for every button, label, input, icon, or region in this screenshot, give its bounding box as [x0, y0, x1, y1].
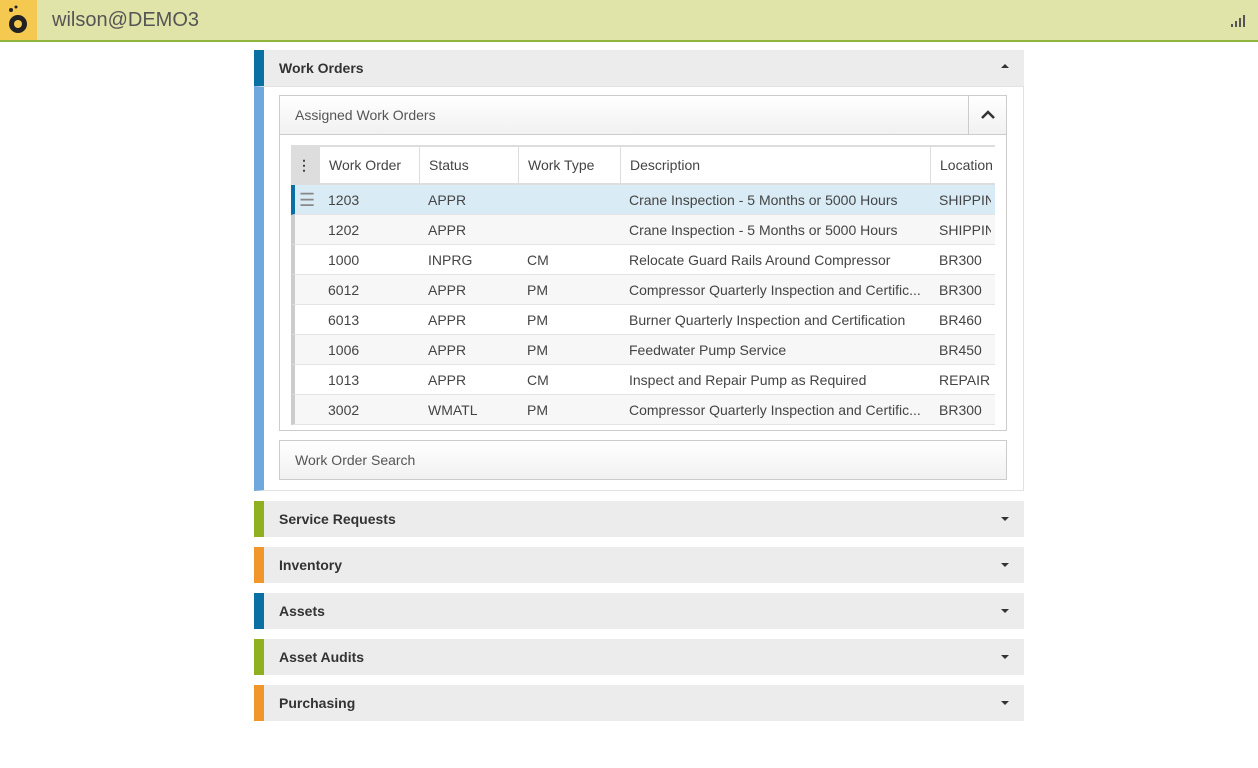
grid-cell: APPR [428, 342, 467, 358]
grid-cell: BR300 [939, 282, 982, 298]
grid-cell: 1006 [328, 342, 360, 358]
grid-cell: Crane Inspection - 5 Months or 5000 Hour… [629, 192, 898, 208]
column-header[interactable]: Status [419, 147, 518, 183]
grid-cell: 6012 [328, 282, 360, 298]
grid-row[interactable]: ☰ 1203 APPR Crane Inspection - 5 Months or … [291, 185, 995, 215]
row-handle: ☰ [299, 190, 316, 210]
grid-cell: Inspect and Repair Pump as Required [629, 372, 867, 388]
grid-cell: PM [527, 342, 548, 358]
section-title: Purchasing [279, 695, 356, 711]
grid-cell: 6013 [328, 312, 360, 328]
grid-cell: 1000 [328, 252, 360, 268]
grid-cell: Relocate Guard Rails Around Compressor [629, 252, 891, 268]
grid-cell: 1013 [328, 372, 360, 388]
grid-container [279, 134, 1007, 431]
grid-cell: Feedwater Pump Service [629, 342, 787, 358]
collapse-button[interactable] [968, 96, 1006, 134]
column-header[interactable]: Work Type [518, 147, 620, 183]
grid-row[interactable]: 6012 APPR PM Compressor Quarterly Inspectio… [291, 275, 995, 305]
section-title: Service Requests [279, 511, 396, 527]
section-header[interactable]: Asset Audits [254, 639, 1024, 675]
section-header[interactable]: Purchasing [254, 685, 1024, 721]
panel-header[interactable]: Work Order Search [279, 440, 1007, 480]
grid-cell: APPR [428, 372, 467, 388]
grid-row[interactable]: 1000 INPRG CM Relocate Guard Rails Around C… [291, 245, 995, 275]
grid-row[interactable]: 1202 APPR Crane Inspection - 5 Months or 5… [291, 215, 995, 245]
logo[interactable] [0, 0, 37, 40]
grid-cell: APPR [428, 282, 467, 298]
grid-cell: WMATL [428, 402, 478, 418]
grid-cell: APPR [428, 312, 467, 328]
logo-icon [9, 5, 27, 33]
column-header[interactable]: Work Order [319, 147, 419, 183]
user-label: wilson@DEMO3 [52, 9, 200, 31]
grid-cell: PM [527, 312, 548, 328]
grid-cell: REPAIR [939, 372, 991, 388]
grid-cell: Burner Quarterly Inspection and Certific… [629, 312, 906, 328]
grid-cell: Compressor Quarterly Inspection and Cert… [629, 282, 921, 298]
grid-cell: INPRG [428, 252, 473, 268]
top-bar [0, 0, 1258, 42]
section-header[interactable]: Inventory [254, 547, 1024, 583]
section-title: Work Orders [279, 60, 364, 76]
grid-cell: PM [527, 402, 548, 418]
signal-icon [1231, 15, 1245, 27]
section-title: Assets [279, 603, 325, 619]
panel-header[interactable]: Assigned Work Orders [279, 95, 1007, 135]
grid-cell: Compressor Quarterly Inspection and Cert… [629, 402, 921, 418]
grid-cell: SHIPPING [939, 192, 991, 208]
grid-row[interactable]: 1013 APPR CM Inspect and Repair Pump as Req… [291, 365, 995, 395]
grid-cell: BR460 [939, 312, 982, 328]
grid-cell: APPR [428, 192, 467, 208]
grid-row[interactable]: 3002 WMATL PM Compressor Quarterly Inspecti… [291, 395, 995, 425]
grid-header: ⋮ Work Order Status Work Type Description Loc… [291, 145, 995, 185]
grid-row[interactable]: 1006 APPR PM Feedwater Pump Service BR450 [291, 335, 995, 365]
section-header[interactable]: Work Orders [254, 50, 1024, 86]
grid-cell: 1202 [328, 222, 360, 238]
grid-cell: CM [527, 252, 549, 268]
section-header[interactable]: Service Requests [254, 501, 1024, 537]
grid-cell: CM [527, 372, 549, 388]
grid-cell: PM [527, 282, 548, 298]
column-header[interactable]: Description [620, 147, 930, 183]
section-title: Inventory [279, 557, 343, 573]
grid-cell: Crane Inspection - 5 Months or 5000 Hour… [629, 222, 898, 238]
grid-row[interactable]: 6013 APPR PM Burner Quarterly Inspection an… [291, 305, 995, 335]
section-body [254, 86, 1024, 491]
grid-cell: 1203 [328, 192, 360, 208]
grid-cell: SHIPPING [939, 222, 991, 238]
panel-title: Work Order Search [295, 452, 416, 468]
panel-title: Assigned Work Orders [295, 107, 436, 123]
grid-cell: BR300 [939, 252, 982, 268]
grid-cell: APPR [428, 222, 467, 238]
grid-cell: 3002 [328, 402, 360, 418]
column-menu[interactable]: ⋮ [291, 147, 319, 183]
section-header[interactable]: Assets [254, 593, 1024, 629]
column-header[interactable]: Location [930, 147, 1000, 183]
section-title: Asset Audits [279, 649, 365, 665]
grid-cell: BR450 [939, 342, 982, 358]
grid-cell: BR300 [939, 402, 982, 418]
